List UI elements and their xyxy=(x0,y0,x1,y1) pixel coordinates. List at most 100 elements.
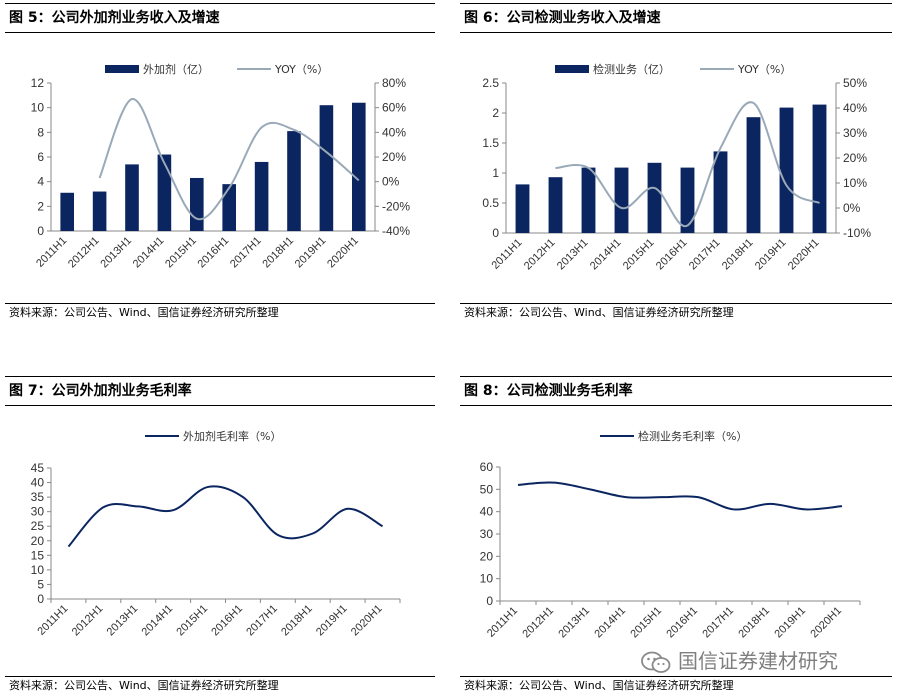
x-tick-label: 2016H1 xyxy=(196,235,232,271)
x-tick-label: 2013H1 xyxy=(555,237,591,273)
bar xyxy=(92,191,107,231)
figure-title: 图 8：公司检测业务毛利率 xyxy=(460,376,892,406)
series-line-yoy xyxy=(98,98,360,221)
bar xyxy=(515,184,530,233)
y-tick-label: 25 xyxy=(31,519,45,533)
x-tick-label: 2014H1 xyxy=(140,603,176,639)
y-tick-label: 0 xyxy=(486,594,493,608)
bar xyxy=(222,184,237,231)
x-tick-label: 2018H1 xyxy=(279,603,315,639)
legend-swatch-bar xyxy=(105,65,139,73)
bar xyxy=(125,164,139,231)
figure-title: 图 7：公司外加剂业务毛利率 xyxy=(5,376,435,406)
y-tick-label: 10 xyxy=(480,572,494,586)
y-tick-label-left: 6 xyxy=(37,150,44,164)
y-tick-label-right: 10% xyxy=(843,176,867,190)
y-tick-label-right: 40% xyxy=(382,125,406,139)
x-tick-label: 2015H1 xyxy=(628,605,664,641)
bar xyxy=(60,192,75,231)
x-tick-label: 2016H1 xyxy=(664,605,700,641)
x-tick-label: 2011H1 xyxy=(35,603,70,638)
y-tick-label-left: 1.5 xyxy=(482,136,499,150)
bar xyxy=(614,167,629,233)
legend-label: 外加剂毛利率（%） xyxy=(183,429,281,443)
wechat-icon xyxy=(640,650,672,676)
figure-source: 资料来源：公司公告、Wind、国信证券经济研究所整理 xyxy=(5,303,435,322)
y-tick-label-left: 0 xyxy=(37,224,44,238)
x-tick-label: 2018H1 xyxy=(736,605,772,641)
bar xyxy=(351,102,366,231)
y-tick-label: 20 xyxy=(480,549,494,563)
x-tick-label: 2020H1 xyxy=(808,605,844,641)
x-tick-label: 2019H1 xyxy=(314,603,350,639)
x-tick-label: 2019H1 xyxy=(753,237,789,273)
x-tick-label: 2016H1 xyxy=(209,603,245,639)
bar xyxy=(746,117,761,233)
x-tick-label: 2011H1 xyxy=(489,237,524,272)
y-tick-label-right: 80% xyxy=(382,76,406,90)
legend-swatch-bar xyxy=(555,65,589,73)
chart-svg: 024681012-40%-20%0%20%40%60%80%2011H1201… xyxy=(31,62,411,271)
y-tick-label-right: 40% xyxy=(843,101,867,115)
x-tick-label: 2020H1 xyxy=(349,603,385,639)
bar xyxy=(157,154,172,231)
x-tick-label: 2012H1 xyxy=(70,603,106,639)
legend-label: YOY（%） xyxy=(737,63,791,76)
legend-label: 外加剂（亿） xyxy=(143,62,209,76)
x-tick-label: 2018H1 xyxy=(260,235,296,271)
y-tick-label-left: 1 xyxy=(492,166,499,180)
bar xyxy=(812,104,827,233)
y-tick-label-right: 20% xyxy=(382,150,406,164)
bar xyxy=(189,177,204,231)
bar xyxy=(647,162,662,233)
chart-panel-fig7: 图 7：公司外加剂业务毛利率 0 5 10 15 20 25 30 35 40 45 2011H1 2… xyxy=(5,376,435,696)
watermark-text: 国信证券建材研究 xyxy=(678,649,838,673)
x-tick-label: 2020H1 xyxy=(325,235,361,271)
y-tick-label: 0 xyxy=(37,592,44,606)
y-tick-label-left: 2 xyxy=(492,106,499,120)
legend-label: 检测业务毛利率（%） xyxy=(638,429,747,443)
bar xyxy=(779,107,794,233)
x-tick-label: 2012H1 xyxy=(66,235,102,271)
x-tick-label: 2014H1 xyxy=(131,235,167,271)
x-tick-label: 2013H1 xyxy=(105,603,141,639)
figure-source: 资料来源：公司公告、Wind、国信证券经济研究所整理 xyxy=(460,676,892,695)
bar xyxy=(581,167,596,233)
figure-source: 资料来源：公司公告、Wind、国信证券经济研究所整理 xyxy=(460,303,892,322)
y-tick-label: 5 xyxy=(37,577,44,591)
y-tick-label-left: 8 xyxy=(37,125,44,139)
chart-panel-fig5: 图 5：公司外加剂业务收入及增速 0 2 4 6 8 10 12 -40% -20% 0% 20% 4… xyxy=(5,3,435,323)
x-tick-label: 2011H1 xyxy=(34,235,69,270)
legend-label: 检测业务（亿） xyxy=(593,62,670,76)
series-line-margin xyxy=(67,485,384,548)
y-tick-label-left: 0 xyxy=(492,226,499,240)
x-tick-label: 2015H1 xyxy=(163,235,199,271)
y-tick-label-right: 20% xyxy=(843,151,867,165)
x-tick-label: 2015H1 xyxy=(174,603,210,639)
y-tick-label: 20 xyxy=(31,534,45,548)
chart-panel-fig6: 图 6：公司检测业务收入及增速 0 0.5 1 1.5 2 2.5 -10% 0% 10% 20%… xyxy=(460,3,892,323)
y-tick-label: 40 xyxy=(31,476,45,490)
x-tick-label: 2013H1 xyxy=(98,235,134,271)
x-tick-label: 2020H1 xyxy=(786,237,822,273)
y-tick-label-left: 10 xyxy=(31,101,45,115)
y-tick-label-left: 2.5 xyxy=(482,76,499,90)
x-tick-label: 2011H1 xyxy=(485,605,520,640)
x-tick-label: 2014H1 xyxy=(588,237,624,273)
y-tick-label-left: 12 xyxy=(31,76,45,90)
y-tick-label-left: 2 xyxy=(37,199,44,213)
series-line-yoy xyxy=(555,101,820,228)
x-tick-label: 2017H1 xyxy=(228,235,264,271)
y-tick-label: 60 xyxy=(480,460,494,474)
bar xyxy=(680,167,695,233)
y-tick-label: 45 xyxy=(31,461,45,475)
bar xyxy=(254,161,269,231)
x-tick-label: 2017H1 xyxy=(244,603,280,639)
x-tick-label: 2015H1 xyxy=(621,237,657,273)
y-tick-label-left: 0.5 xyxy=(482,196,499,210)
y-tick-label: 40 xyxy=(480,505,494,519)
y-tick-label-right: 0% xyxy=(843,201,861,215)
y-tick-label: 35 xyxy=(31,490,45,504)
y-tick-label: 50 xyxy=(480,482,494,496)
